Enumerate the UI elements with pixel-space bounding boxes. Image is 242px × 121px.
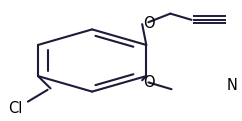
Text: O: O (144, 75, 155, 90)
Text: N: N (226, 78, 237, 93)
Text: O: O (144, 16, 155, 31)
Text: Cl: Cl (8, 101, 23, 116)
